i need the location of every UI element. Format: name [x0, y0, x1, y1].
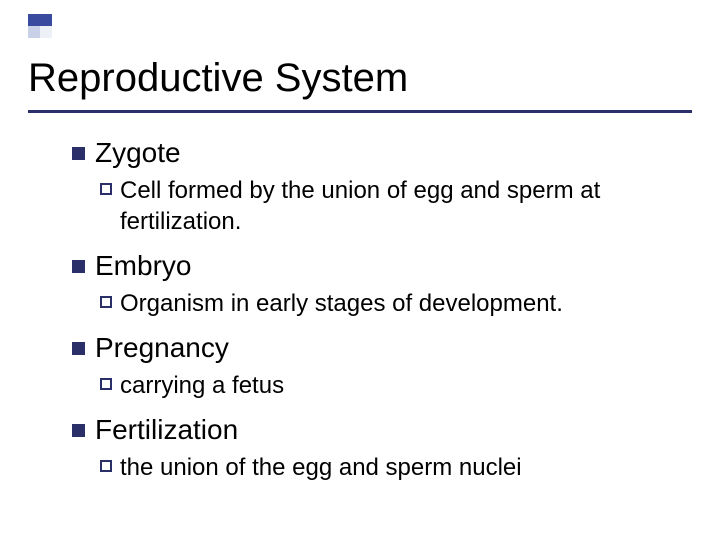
list-item: Fertilization	[72, 415, 692, 446]
square-bullet-icon	[72, 147, 85, 160]
outline-square-bullet-icon	[100, 378, 112, 390]
list-item: Embryo	[72, 251, 692, 282]
outline-square-bullet-icon	[100, 460, 112, 472]
corner-accent	[28, 14, 52, 38]
outline-square-bullet-icon	[100, 296, 112, 308]
content-region: Zygote Cell formed by the union of egg a…	[72, 130, 692, 489]
term-label: Fertilization	[95, 415, 238, 446]
term-label: Zygote	[95, 138, 181, 169]
square-bullet-icon	[72, 424, 85, 437]
outline-square-bullet-icon	[100, 183, 112, 195]
definition-block: the union of the egg and sperm nuclei	[100, 452, 692, 483]
definition-text: carrying a fetus	[120, 370, 284, 401]
definition-block: carrying a fetus	[100, 370, 692, 401]
definition-text: Cell formed by the union of egg and sper…	[120, 175, 680, 237]
list-item: Zygote	[72, 138, 692, 169]
accent-bottom-right	[40, 26, 52, 38]
list-item: Pregnancy	[72, 333, 692, 364]
definition-block: Cell formed by the union of egg and sper…	[100, 175, 692, 237]
term-label: Pregnancy	[95, 333, 229, 364]
slide-title: Reproductive System	[28, 56, 408, 101]
definition-text: the union of the egg and sperm nuclei	[120, 452, 522, 483]
accent-bottom-left	[28, 26, 40, 38]
accent-top	[28, 14, 52, 26]
title-underline	[28, 110, 692, 113]
square-bullet-icon	[72, 260, 85, 273]
definition-text: Organism in early stages of development.	[120, 288, 563, 319]
square-bullet-icon	[72, 342, 85, 355]
definition-block: Organism in early stages of development.	[100, 288, 692, 319]
term-label: Embryo	[95, 251, 191, 282]
